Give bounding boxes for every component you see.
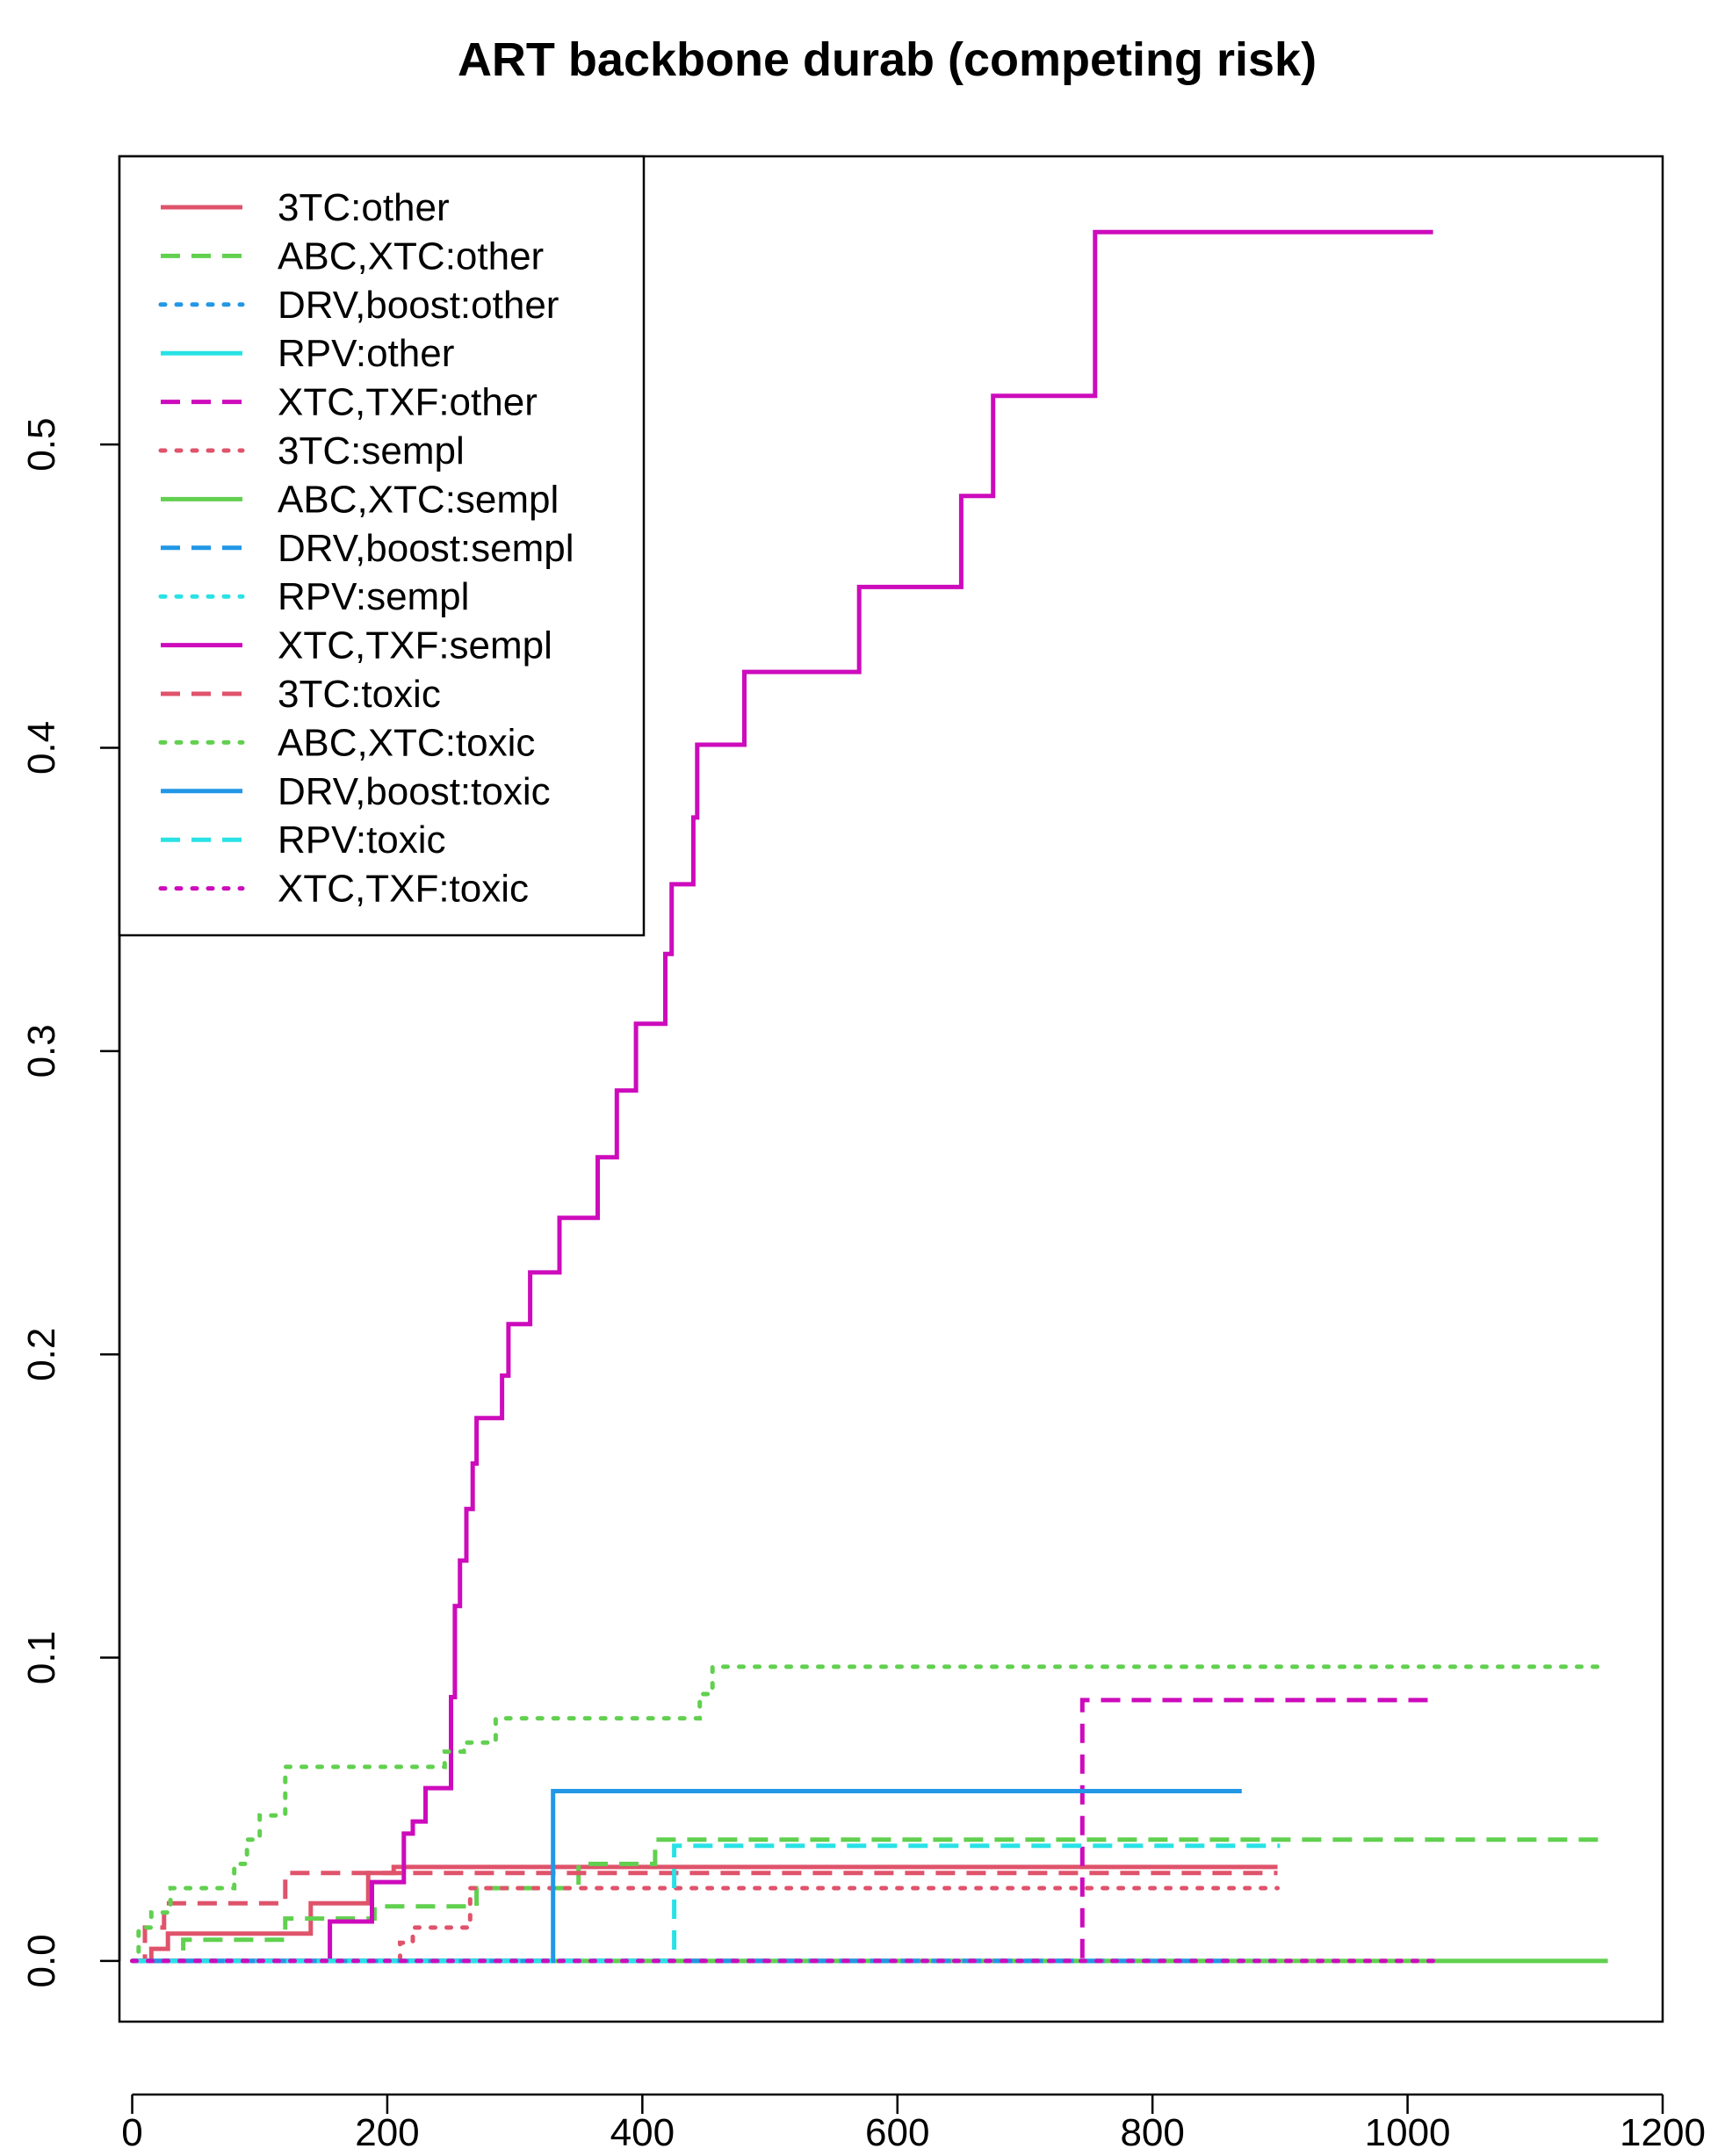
legend-label-1: 3TC:other	[278, 186, 450, 229]
series-line-6	[130, 1886, 1280, 1964]
y-tick-label-4: 0.4	[20, 721, 63, 775]
axis-layer: 0 200 400 600 800 1000 1200 0.0 0.1 0.2 0.3 0.4 0.5	[20, 155, 1706, 2154]
legend-label-4: RPV:other	[278, 332, 454, 375]
series-line-2	[132, 1837, 1608, 1964]
series-line-10	[132, 229, 1433, 1964]
legend-label-10: XTC,TXF:sempl	[278, 624, 552, 667]
x-tick-label-4: 800	[1120, 2111, 1184, 2154]
series-line-11	[132, 1871, 1278, 1964]
y-tick-label-5: 0.5	[20, 418, 63, 472]
legend-label-6: 3TC:sempl	[278, 429, 465, 472]
legend-label-15: XTC,TXF:toxic	[278, 868, 529, 911]
legend-label-9: RPV:sempl	[278, 575, 469, 618]
legend-label-8: DRV,boost:sempl	[278, 527, 574, 570]
x-tick-label-2: 400	[610, 2111, 675, 2154]
y-tick-label-3: 0.3	[20, 1024, 63, 1078]
legend: 3TC:other ABC,XTC:other DRV,boost:other RPV…	[118, 155, 646, 937]
x-tick-label-0: 0	[121, 2111, 142, 2154]
x-tick-label-3: 600	[865, 2111, 929, 2154]
y-tick-label-1: 0.1	[20, 1631, 63, 1684]
x-tick-label-6: 1200	[1620, 2111, 1706, 2154]
legend-label-7: ABC,XTC:sempl	[278, 478, 559, 521]
legend-label-5: XTC,TXF:other	[278, 381, 538, 424]
legend-label-11: 3TC:toxic	[278, 673, 441, 716]
y-tick-label-0: 0.0	[20, 1934, 63, 1987]
series-line-12	[130, 1664, 1611, 1964]
series-line-14	[132, 1843, 1281, 1964]
chart-title: ART backbone durab (competing risk)	[458, 33, 1317, 86]
series-layer	[130, 229, 1611, 1964]
legend-label-14: RPV:toxic	[278, 818, 446, 862]
legend-label-3: DRV,boost:other	[278, 284, 559, 327]
x-tick-label-5: 1000	[1365, 2111, 1451, 2154]
legend-label-2: ABC,XTC:other	[278, 234, 544, 278]
legend-label-12: ABC,XTC:toxic	[278, 721, 535, 764]
legend-label-13: DRV,boost:toxic	[278, 770, 551, 813]
x-tick-label-1: 200	[355, 2111, 419, 2154]
y-tick-label-2: 0.2	[20, 1328, 63, 1381]
